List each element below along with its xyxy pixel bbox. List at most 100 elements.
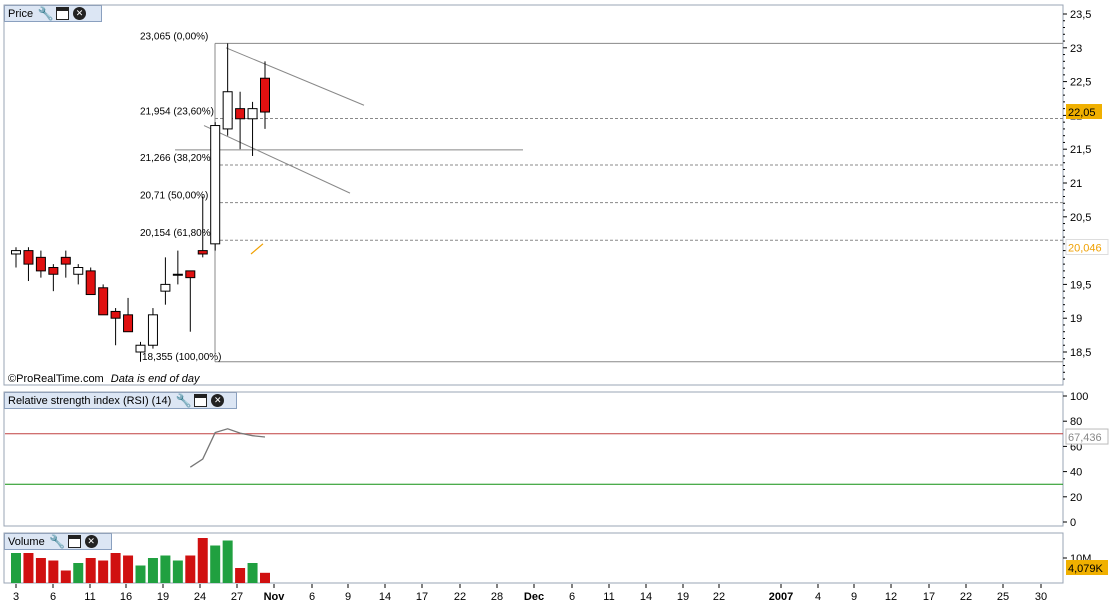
x-tick-label: 28 [491, 591, 503, 603]
volume-bar [260, 572, 270, 583]
price-tick-label: 21 [1070, 178, 1082, 190]
volume-bar [23, 553, 34, 583]
rsi-line [189, 428, 266, 468]
ma-value-text: 20,046 [1068, 242, 1102, 254]
volume-bar [235, 568, 246, 583]
candle-body [98, 287, 109, 316]
price-tick-label: 22,5 [1070, 77, 1091, 89]
rsi-tick-label: 80 [1070, 416, 1082, 428]
x-tick-label: 14 [640, 591, 652, 603]
maximize-icon[interactable] [194, 394, 208, 407]
volume-bar [160, 555, 171, 583]
wrench-icon[interactable]: 🔧 [49, 534, 66, 549]
volume-bar [48, 560, 59, 583]
x-tick-label: 27 [231, 591, 243, 603]
volume-bar [110, 553, 121, 583]
volume-panel-title: Volume [8, 535, 45, 548]
candle-body [197, 250, 208, 255]
volume-bar [247, 563, 258, 583]
candle-body [172, 273, 183, 276]
volume-bar [222, 540, 233, 583]
volume-value-text: 4,079K [1068, 563, 1104, 575]
candle-body [11, 250, 21, 255]
volume-bar [135, 565, 146, 583]
candle-body [235, 108, 246, 120]
wrench-icon[interactable]: 🔧 [37, 6, 54, 21]
rsi-value-text: 67,436 [1068, 432, 1102, 444]
candle-body [185, 270, 196, 279]
volume-bar [85, 558, 96, 583]
rsi-tick-label: 40 [1070, 467, 1082, 479]
price-panel-title: Price [8, 7, 34, 20]
candle-body [23, 250, 34, 265]
wrench-icon[interactable]: 🔧 [175, 393, 192, 408]
fib-label: 20,71 (50,00%) [140, 191, 208, 202]
fib-label: 18,355 (100,00%) [142, 352, 222, 363]
price-tick-label: 18,5 [1070, 347, 1091, 359]
x-tick-label: 6 [569, 591, 575, 603]
volume-bar [123, 555, 134, 583]
price-tick-label: 20,5 [1070, 212, 1091, 224]
candle-body [73, 267, 84, 275]
candle-body [147, 314, 158, 346]
volume-bar [185, 555, 196, 583]
x-tick-label: 17 [923, 591, 935, 603]
x-tick-label: 16 [120, 591, 132, 603]
candle-body [110, 310, 121, 319]
price-panel-frame [3, 4, 1064, 386]
volume-value-badge [1066, 560, 1108, 575]
candle-body [60, 256, 71, 265]
x-tick-label: 12 [885, 591, 897, 603]
volume-bar [11, 553, 21, 583]
close-icon[interactable]: ✕ [211, 394, 225, 407]
volume-bar [60, 570, 71, 583]
x-tick-label: 22 [713, 591, 725, 603]
candle-body [35, 256, 46, 272]
candle-body [222, 91, 233, 130]
candle-body [48, 267, 59, 275]
volume-panel-header: Volume 🔧 ✕ [4, 533, 112, 550]
copyright-text: ©ProRealTime.com Data is end of day [8, 373, 201, 385]
x-tick-label: 22 [960, 591, 972, 603]
x-tick-label: 19 [677, 591, 689, 603]
volume-bar [172, 560, 183, 583]
x-tick-label: 2007 [769, 591, 793, 603]
price-tick-label: 19,5 [1070, 279, 1091, 291]
trendline-upper [225, 47, 365, 106]
close-icon[interactable]: ✕ [73, 7, 87, 20]
close-icon[interactable]: ✕ [84, 535, 98, 548]
last-price-badge [1066, 104, 1102, 120]
volume-bar [73, 563, 84, 583]
x-tick-label: 30 [1035, 591, 1047, 603]
x-tick-label: 17 [416, 591, 428, 603]
candle-body [210, 125, 221, 245]
rsi-value-badge [1065, 428, 1109, 445]
rsi-panel-frame [3, 391, 1064, 527]
x-tick-label: 24 [194, 591, 206, 603]
x-tick-label: 11 [84, 591, 95, 603]
x-tick-label: 25 [997, 591, 1009, 603]
candle-body [247, 108, 258, 120]
maximize-icon[interactable] [56, 7, 70, 20]
x-tick-label: Dec [524, 591, 544, 603]
candle-body [123, 314, 134, 333]
x-tick-label: 22 [454, 591, 466, 603]
volume-bar [147, 558, 158, 583]
price-tick-label: 21,5 [1070, 144, 1091, 156]
fib-label: 20,154 (61,80%) [140, 228, 214, 239]
trendline-lower [203, 125, 351, 194]
rsi-tick-label: 100 [1070, 391, 1088, 403]
fib-label: 21,266 (38,20%) [140, 153, 214, 164]
x-tick-label: 14 [379, 591, 391, 603]
maximize-icon[interactable] [67, 535, 81, 548]
price-tick-label: 19 [1070, 313, 1082, 325]
rsi-tick-label: 0 [1070, 517, 1076, 529]
rsi-tick-label: 20 [1070, 492, 1082, 504]
price-tick-label: 23,5 [1070, 9, 1091, 21]
fib-label: 21,954 (23,60%) [140, 107, 214, 118]
volume-bar [35, 558, 46, 583]
candle-body [160, 283, 171, 292]
x-tick-label: 4 [815, 591, 821, 603]
x-tick-label: 11 [603, 591, 614, 603]
